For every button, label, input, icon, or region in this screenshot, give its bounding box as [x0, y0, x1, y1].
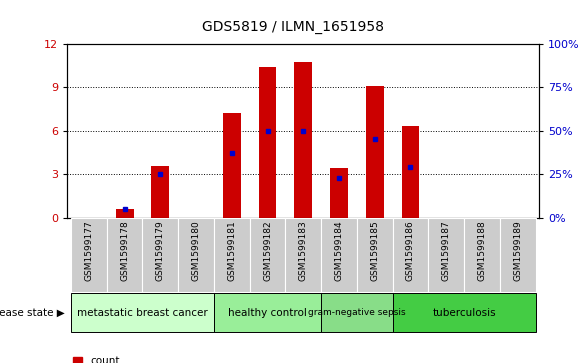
Bar — [401, 126, 420, 218]
Text: GSM1599181: GSM1599181 — [227, 220, 236, 281]
Bar — [321, 293, 393, 332]
Legend: count, percentile rank within the sample: count, percentile rank within the sample — [73, 356, 266, 363]
Bar — [115, 209, 134, 218]
Text: GSM1599184: GSM1599184 — [335, 220, 343, 281]
Bar — [178, 218, 214, 292]
Bar — [393, 218, 428, 292]
Text: GSM1599187: GSM1599187 — [442, 220, 451, 281]
Text: GSM1599180: GSM1599180 — [192, 220, 200, 281]
Text: GSM1599185: GSM1599185 — [370, 220, 379, 281]
Text: GSM1599188: GSM1599188 — [478, 220, 486, 281]
Text: GSM1599182: GSM1599182 — [263, 220, 272, 281]
Bar — [142, 218, 178, 292]
Bar — [357, 218, 393, 292]
Bar — [107, 218, 142, 292]
Bar — [330, 168, 348, 218]
Text: GSM1599183: GSM1599183 — [299, 220, 308, 281]
Bar — [321, 218, 357, 292]
Bar — [214, 218, 250, 292]
Bar — [294, 62, 312, 218]
Text: GSM1599178: GSM1599178 — [120, 220, 129, 281]
Text: GSM1599189: GSM1599189 — [513, 220, 522, 281]
Bar — [500, 218, 536, 292]
Text: metastatic breast cancer: metastatic breast cancer — [77, 308, 208, 318]
Text: GDS5819 / ILMN_1651958: GDS5819 / ILMN_1651958 — [202, 20, 384, 34]
Bar — [428, 218, 464, 292]
Text: tuberculosis: tuberculosis — [432, 308, 496, 318]
Text: GSM1599177: GSM1599177 — [84, 220, 93, 281]
Bar — [393, 293, 536, 332]
Text: gram-negative sepsis: gram-negative sepsis — [308, 308, 406, 317]
Bar — [214, 293, 321, 332]
Bar — [71, 218, 107, 292]
Bar — [464, 218, 500, 292]
Bar — [250, 218, 285, 292]
Bar — [366, 86, 384, 218]
Text: GSM1599179: GSM1599179 — [156, 220, 165, 281]
Bar — [151, 166, 169, 218]
Bar — [258, 67, 277, 218]
Bar — [71, 293, 214, 332]
Text: GSM1599186: GSM1599186 — [406, 220, 415, 281]
Text: disease state ▶: disease state ▶ — [0, 308, 64, 318]
Text: healthy control: healthy control — [228, 308, 307, 318]
Bar — [285, 218, 321, 292]
Bar — [223, 113, 241, 218]
